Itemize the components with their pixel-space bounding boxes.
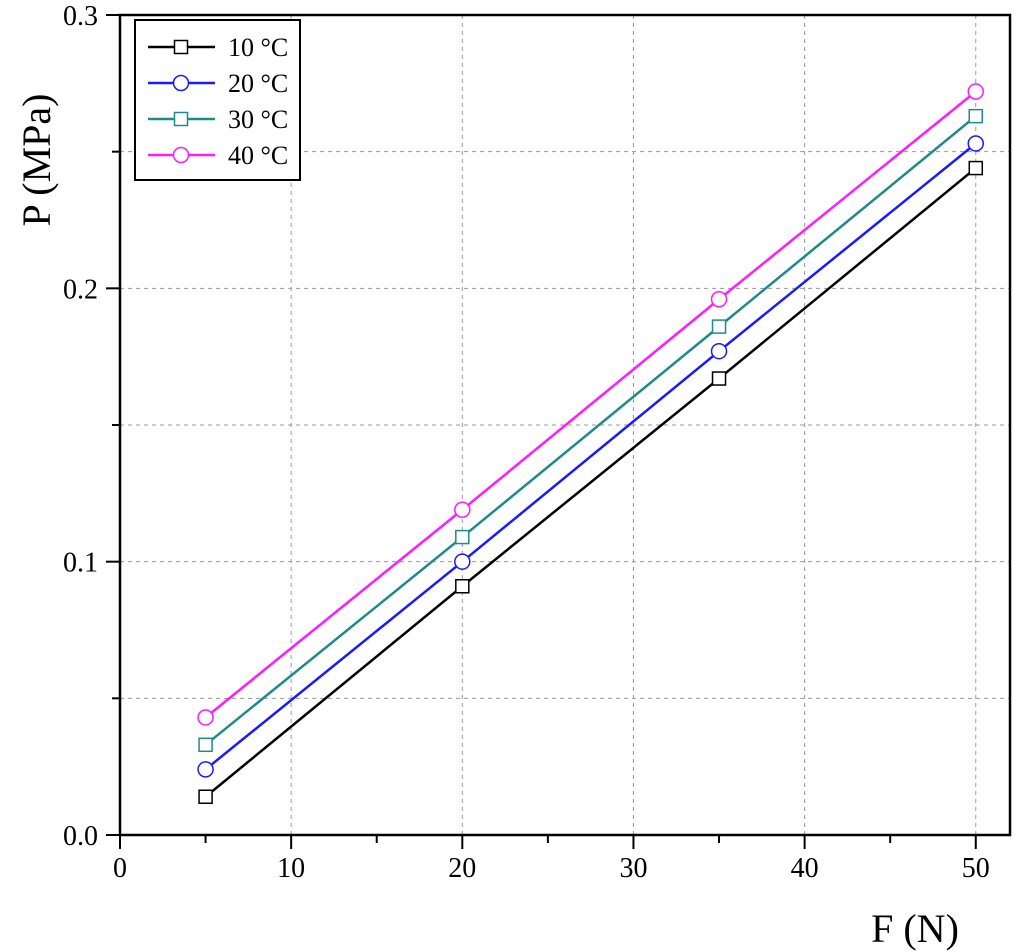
data-point	[967, 83, 985, 100]
legend-label: 20 °C	[228, 69, 288, 98]
legend-label: 10 °C	[228, 33, 288, 62]
x-axis-title: F (N)	[871, 906, 959, 951]
series-line	[204, 142, 977, 771]
series-line	[204, 115, 977, 746]
series-1	[198, 160, 984, 804]
legend: 10 °C 20 °C 30 °C 40 °C	[134, 19, 301, 181]
series-3	[198, 108, 984, 753]
data-point	[455, 579, 470, 594]
data-point	[198, 737, 213, 753]
y-tick-label: 0.0	[63, 821, 98, 852]
data-point	[197, 761, 214, 778]
series-line	[204, 90, 977, 719]
x-tick-label: 30	[619, 853, 647, 884]
data-point	[454, 501, 471, 518]
data-point	[454, 553, 471, 570]
legend-marker	[173, 39, 189, 55]
data-point	[967, 135, 985, 152]
legend-entry: 30 °C	[148, 105, 288, 134]
legend-entry: 40 °C	[148, 141, 288, 170]
y-tick-label: 0.3	[63, 1, 98, 32]
series-layer	[197, 83, 985, 804]
x-tick-label: 10	[277, 853, 305, 884]
x-tick-label: 50	[962, 853, 990, 884]
x-tick-label: 20	[448, 853, 476, 884]
data-point	[455, 529, 470, 545]
legend-marker	[172, 74, 190, 92]
axis-ticks: 0 10 20 30 40 50 0.0 0.1 0.2 0.3	[63, 1, 990, 884]
x-tick-label: 0	[113, 853, 127, 884]
data-point	[710, 342, 728, 360]
x-tick-label: 40	[791, 853, 819, 884]
data-point	[710, 291, 728, 308]
y-axis-title: P (MPa)	[14, 94, 59, 227]
series-4	[197, 83, 985, 726]
data-point	[711, 319, 727, 334]
data-point	[711, 371, 727, 386]
legend-label: 40 °C	[228, 141, 288, 170]
legend-entry: 20 °C	[148, 69, 288, 98]
data-point	[197, 709, 214, 726]
series-line	[204, 167, 977, 798]
data-point	[968, 160, 984, 176]
legend-marker	[172, 146, 190, 164]
legend-marker	[173, 111, 189, 127]
data-point	[198, 789, 213, 804]
legend-entry: 10 °C	[148, 33, 288, 62]
legend-label: 30 °C	[228, 105, 288, 134]
y-tick-label: 0.1	[63, 548, 98, 579]
series-2	[197, 135, 985, 778]
data-point	[968, 108, 984, 124]
y-tick-label: 0.2	[63, 274, 98, 305]
